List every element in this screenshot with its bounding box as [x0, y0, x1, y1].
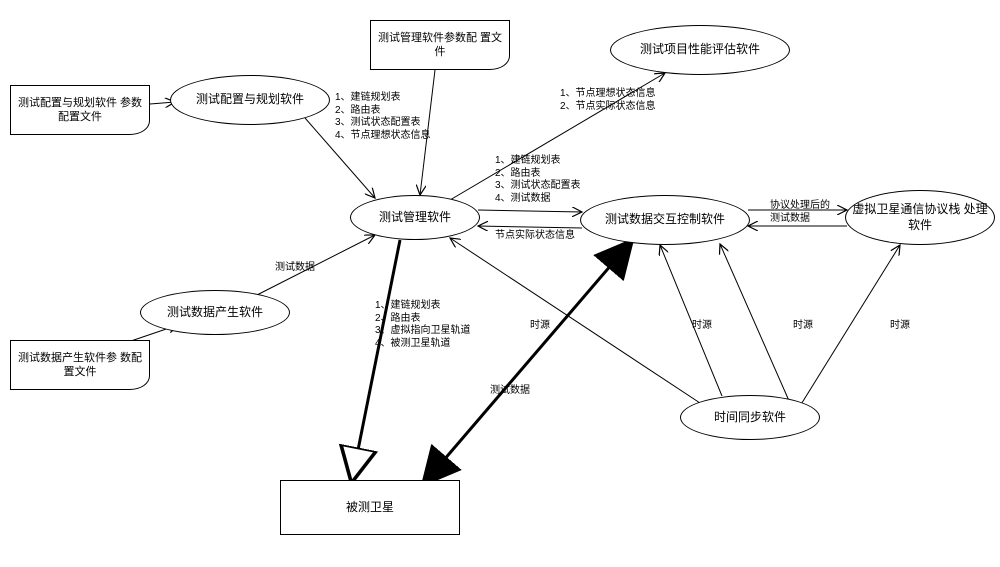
edge-e_datactrl_to_mgmt_back: [478, 226, 582, 228]
edge-e_time_to_mgmt: [450, 238, 700, 403]
doc-datagen: 测试数据产生软件参 数配置文件: [10, 340, 150, 390]
edges-layer: [0, 0, 1000, 567]
label-protocol: 协议处理后的 测试数据: [770, 200, 830, 225]
label-datactrl-to-sat: 测试数据: [490, 385, 530, 398]
sw-perf-label: 测试项目性能评估软件: [640, 42, 760, 58]
doc-datagen-label: 测试数据产生软件参 数配置文件: [17, 351, 143, 380]
doc-config-plan-label: 测试配置与规划软件 参数配置文件: [17, 96, 143, 125]
sw-timesync: 时间同步软件: [680, 395, 820, 440]
label-time-to-mgmt: 时源: [530, 320, 550, 333]
sw-datactrl-label: 测试数据交互控制软件: [605, 212, 725, 228]
box-sat: 被测卫星: [280, 480, 460, 535]
sw-config-plan-label: 测试配置与规划软件: [196, 92, 304, 108]
sw-datactrl: 测试数据交互控制软件: [580, 195, 750, 245]
doc-config-plan: 测试配置与规划软件 参数配置文件: [10, 85, 150, 135]
sw-protostack: 虚拟卫星通信协议栈 处理软件: [845, 190, 995, 245]
edge-e_mgmt_to_sat: [352, 240, 400, 480]
sw-config-plan: 测试配置与规划软件: [170, 75, 330, 125]
label-time-to-proto: 时源: [890, 320, 910, 333]
sw-mgmt-label: 测试管理软件: [379, 210, 451, 226]
doc-mgmt: 测试管理软件参数配 置文件: [370, 20, 510, 70]
doc-mgmt-label: 测试管理软件参数配 置文件: [377, 31, 503, 60]
label-time-to-datactrl2: 时源: [793, 320, 813, 333]
edge-e_time_to_datactrl: [660, 245, 722, 396]
box-sat-label: 被测卫星: [346, 500, 394, 516]
edge-e_datagen_to_mgmt: [255, 235, 375, 296]
edge-e_mgmt_to_datactrl_fwd: [478, 210, 582, 212]
label-datactrl-to-mgmt: 节点实际状态信息: [495, 230, 575, 243]
label-time-to-datactrl: 时源: [692, 320, 712, 333]
sw-datagen-label: 测试数据产生软件: [167, 305, 263, 321]
sw-protostack-label: 虚拟卫星通信协议栈 处理软件: [852, 202, 988, 233]
label-config-to-mgmt: 1、建链规划表 2、路由表 3、测试状态配置表 4、节点理想状态信息: [335, 92, 431, 142]
diagram-canvas: 测试配置与规划软件 参数配置文件 测试管理软件参数配 置文件 测试数据产生软件参…: [0, 0, 1000, 567]
edge-e_time_to_proto: [800, 245, 900, 406]
label-datagen-to-mgmt: 测试数据: [275, 262, 315, 275]
label-mgmt-to-perf: 1、节点理想状态信息 2、节点实际状态信息: [560, 88, 656, 113]
edge-e_datactrl_to_sat: [425, 243, 630, 482]
label-mgmt-to-datactrl: 1、建链规划表 2、路由表 3、测试状态配置表 4、测试数据: [495, 155, 581, 205]
edge-e_time_to_datactrl2: [720, 244, 790, 403]
sw-perf: 测试项目性能评估软件: [610, 25, 790, 75]
sw-mgmt: 测试管理软件: [350, 195, 480, 240]
sw-timesync-label: 时间同步软件: [714, 410, 786, 426]
sw-datagen: 测试数据产生软件: [140, 290, 290, 335]
label-mgmt-to-sat: 1、建链规划表 2、路由表 3、虚拟指向卫星轨道 4、被测卫星轨道: [375, 300, 471, 350]
